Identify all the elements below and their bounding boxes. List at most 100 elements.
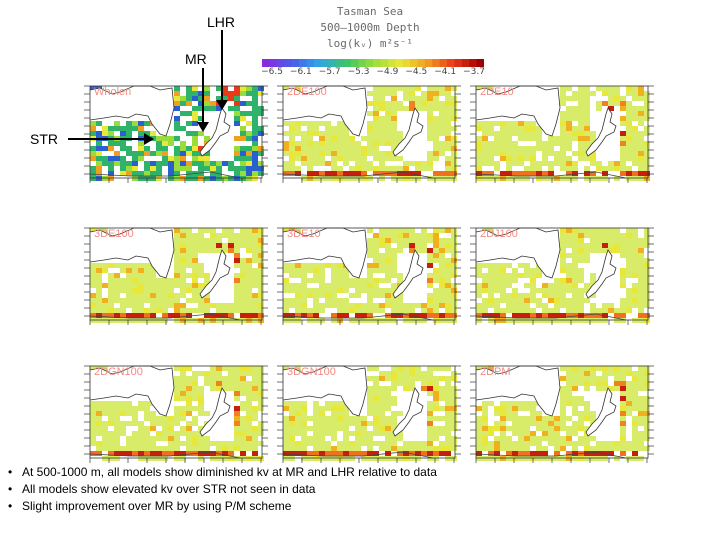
map-cell xyxy=(578,228,584,233)
map-cell xyxy=(482,411,488,416)
map-cell xyxy=(500,411,506,416)
map-cell xyxy=(180,426,186,431)
map-cell xyxy=(379,411,385,416)
map-cell xyxy=(331,176,337,181)
map-cell xyxy=(403,313,409,318)
map-cell xyxy=(560,126,566,131)
map-cell xyxy=(385,406,391,411)
map-cell xyxy=(331,426,337,431)
map-cell xyxy=(325,121,331,126)
map-cell xyxy=(361,441,367,446)
map-cell xyxy=(132,126,138,131)
map-cell xyxy=(638,141,644,146)
map-cell xyxy=(252,426,258,431)
map-cell xyxy=(638,96,644,101)
map-panel-label: Wholen xyxy=(94,86,132,98)
map-cell xyxy=(632,161,638,166)
map-cell xyxy=(252,253,258,258)
map-cell xyxy=(313,416,319,421)
map-cell xyxy=(240,288,246,293)
map-cell xyxy=(488,86,494,91)
map-cell xyxy=(578,151,584,156)
map-cell xyxy=(102,126,108,131)
map-cell xyxy=(524,441,530,446)
map-cell xyxy=(548,431,554,436)
map-cell xyxy=(379,406,385,411)
map-cell xyxy=(343,303,349,308)
map-cell xyxy=(337,156,343,161)
map-cell xyxy=(367,248,373,253)
map-cell xyxy=(391,171,397,176)
colorbar-segment xyxy=(313,59,322,67)
map-cell xyxy=(403,91,409,96)
map-cell xyxy=(258,431,264,436)
map-cell xyxy=(385,441,391,446)
map-cell xyxy=(349,421,355,426)
map-cell xyxy=(180,441,186,446)
map-cell xyxy=(590,366,596,371)
map-cell xyxy=(204,318,210,323)
map-cell xyxy=(331,303,337,308)
map-cell xyxy=(566,161,572,166)
map-cell xyxy=(252,381,258,386)
map-cell xyxy=(355,436,361,441)
map-cell xyxy=(566,106,572,111)
map-cell xyxy=(186,421,192,426)
map-cell xyxy=(228,451,234,456)
map-cell xyxy=(234,233,240,238)
map-cell xyxy=(488,298,494,303)
map-cell xyxy=(542,451,548,456)
map-cell xyxy=(530,411,536,416)
map-cell xyxy=(132,268,138,273)
map-cell xyxy=(632,238,638,243)
map-cell xyxy=(174,263,180,268)
map-cell xyxy=(156,293,162,298)
map-cell xyxy=(301,146,307,151)
map-cell xyxy=(367,166,373,171)
map-cell xyxy=(319,263,325,268)
map-cell xyxy=(192,376,198,381)
map-cell xyxy=(240,446,246,451)
map-cell xyxy=(542,176,548,181)
map-cell xyxy=(361,431,367,436)
map-cell xyxy=(620,283,626,288)
map-cell xyxy=(494,161,500,166)
map-cell xyxy=(620,401,626,406)
map-cell xyxy=(427,151,433,156)
southern-coastline xyxy=(282,451,434,459)
map-cell xyxy=(626,303,632,308)
map-cell xyxy=(216,366,222,371)
map-cell xyxy=(222,366,228,371)
map-cell xyxy=(620,101,626,106)
map-cell xyxy=(500,293,506,298)
map-cell xyxy=(397,278,403,283)
map-cell xyxy=(572,411,578,416)
map-cell xyxy=(608,441,614,446)
map-cell xyxy=(445,161,451,166)
map-cell xyxy=(427,161,433,166)
map-cell xyxy=(632,391,638,396)
map-cell xyxy=(198,401,204,406)
map-cell xyxy=(578,91,584,96)
map-cell xyxy=(349,446,355,451)
map-cell xyxy=(596,161,602,166)
map-cell xyxy=(572,371,578,376)
map-cell xyxy=(198,371,204,376)
map-cell xyxy=(144,308,150,313)
map-cell xyxy=(90,308,96,313)
map-cell xyxy=(367,451,373,456)
map-cell xyxy=(319,293,325,298)
map-cell xyxy=(246,161,252,166)
map-frame xyxy=(282,227,456,321)
map-cell xyxy=(228,456,234,461)
map-cell xyxy=(433,248,439,253)
map-cell xyxy=(379,151,385,156)
map-cell xyxy=(397,243,403,248)
map-cell xyxy=(445,146,451,151)
map-cell xyxy=(168,136,174,141)
map-cell xyxy=(427,238,433,243)
map-cell xyxy=(319,283,325,288)
map-cell xyxy=(138,303,144,308)
map-cell xyxy=(566,298,572,303)
map-cell xyxy=(252,101,258,106)
